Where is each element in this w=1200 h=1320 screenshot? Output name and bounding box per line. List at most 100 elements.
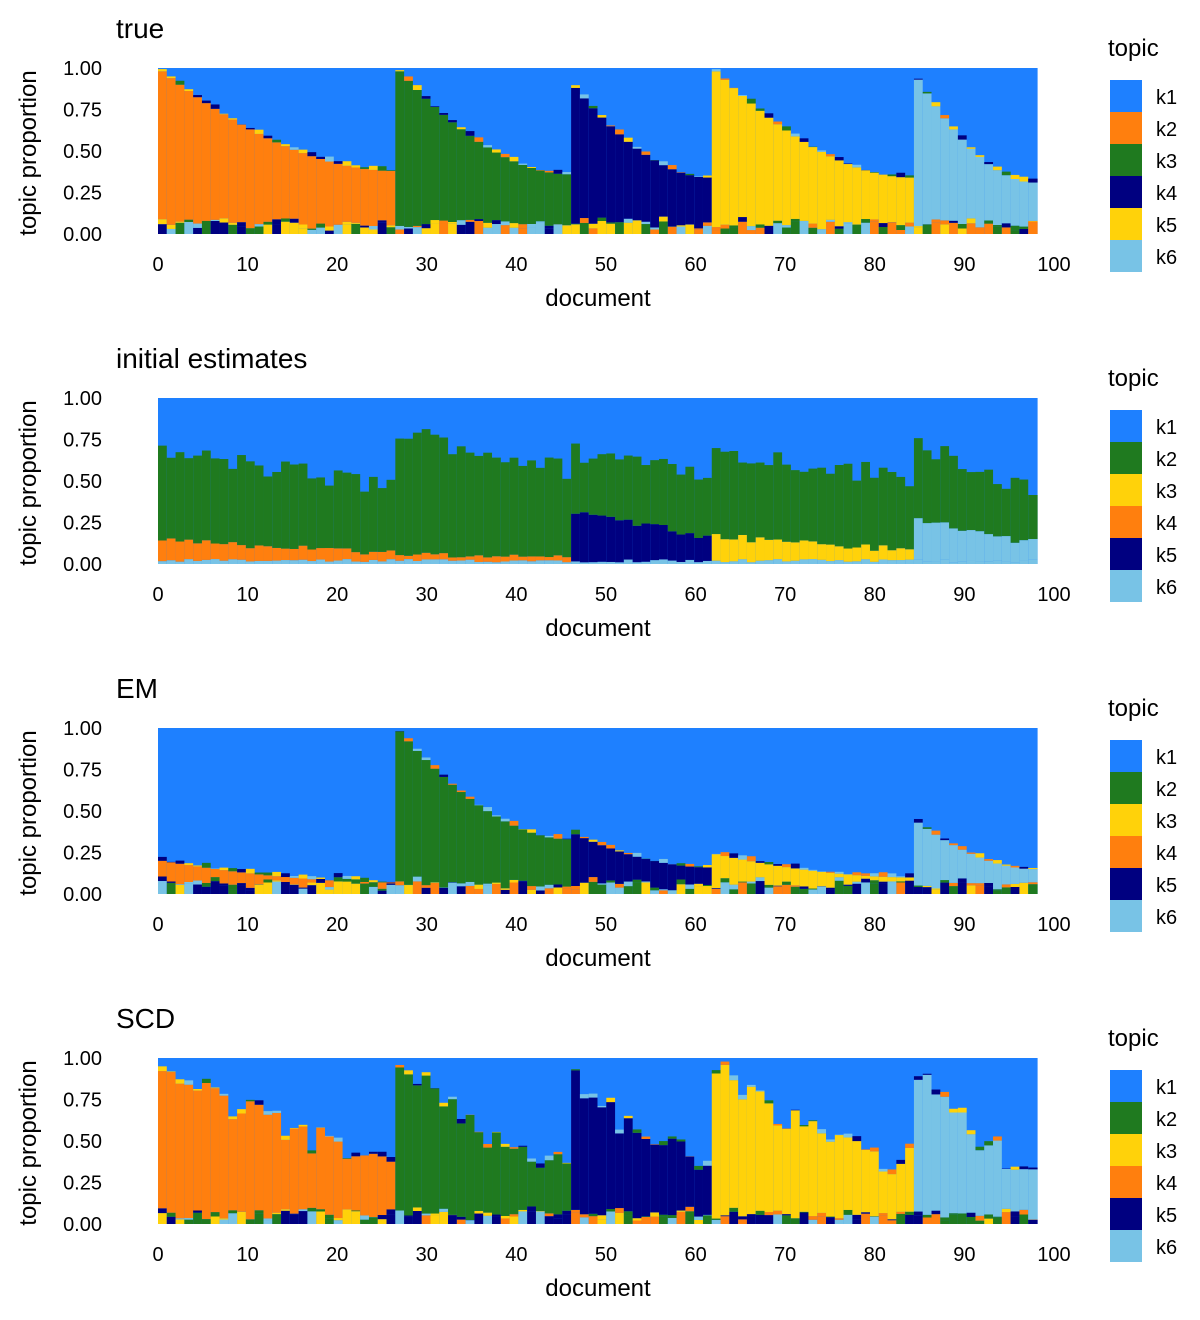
bar-segment xyxy=(368,165,379,170)
x-tick-label: 90 xyxy=(953,584,975,606)
document-bar xyxy=(368,1058,379,1224)
document-bar xyxy=(729,728,739,894)
bar-segment xyxy=(843,884,854,886)
bar-segment xyxy=(843,222,854,224)
legend-swatch xyxy=(1110,240,1142,272)
bar-segment xyxy=(175,80,185,85)
bar-segment xyxy=(535,222,546,234)
bar-segment xyxy=(263,1220,273,1224)
bar-segment xyxy=(834,228,845,234)
bar-segment xyxy=(957,882,968,894)
bar-segment xyxy=(307,1207,317,1212)
bar-segment xyxy=(738,462,748,535)
document-bar xyxy=(773,68,783,234)
bar-segment xyxy=(641,1136,651,1139)
bar-segment xyxy=(975,1146,985,1151)
document-bar xyxy=(869,398,880,564)
bar-segment xyxy=(333,1141,344,1219)
document-bar xyxy=(773,728,783,894)
document-bar xyxy=(377,68,388,234)
bar-segment xyxy=(773,864,783,866)
document-bar xyxy=(790,68,801,234)
bar-segment xyxy=(474,141,484,220)
bar-segment xyxy=(386,170,396,171)
bar-segment xyxy=(210,1212,221,1217)
bar-segment xyxy=(817,544,827,560)
document-bar xyxy=(966,1058,977,1224)
bar-segment xyxy=(790,133,801,137)
document-bar xyxy=(641,398,651,564)
bar-segment xyxy=(456,220,467,225)
document-bar xyxy=(245,728,256,894)
bar-segment xyxy=(799,471,810,541)
bar-segment xyxy=(975,156,985,228)
bar-segment xyxy=(975,531,985,562)
document-bar xyxy=(615,398,625,564)
bar-segment xyxy=(527,167,537,169)
bar-segment xyxy=(817,1216,827,1224)
bar-segment xyxy=(984,534,994,562)
bar-segment-background xyxy=(975,1058,985,1224)
bar-segment xyxy=(333,224,344,234)
document-bar xyxy=(711,398,722,564)
bar-segment xyxy=(175,1218,185,1220)
bar-segment xyxy=(289,147,300,150)
document-bar xyxy=(509,398,519,564)
bar-segment xyxy=(219,218,229,223)
document-bar xyxy=(606,68,616,234)
bar-segment xyxy=(492,562,502,564)
bar-segment-background xyxy=(360,68,370,234)
y-axis-label: topic proportion xyxy=(15,70,42,235)
bar-segment-background xyxy=(869,1058,880,1224)
bar-segment xyxy=(764,539,774,561)
bar-segment xyxy=(439,113,449,115)
bar-segment xyxy=(993,863,1003,890)
document-bar xyxy=(289,1058,300,1224)
bar-segment-background xyxy=(632,728,643,894)
bar-segment-background xyxy=(623,728,634,894)
bar-segment xyxy=(720,562,730,564)
bar-segment xyxy=(1028,220,1038,222)
bar-segment xyxy=(729,1080,739,1208)
bar-segment xyxy=(729,561,739,564)
bar-segment xyxy=(430,768,440,883)
document-bar xyxy=(1010,398,1021,564)
document-bar xyxy=(492,728,502,894)
bar-segment xyxy=(553,560,563,564)
bar-segment xyxy=(922,523,933,562)
bar-segment xyxy=(210,868,221,878)
bar-segment xyxy=(588,1213,599,1217)
bar-segment xyxy=(483,561,493,564)
document-bar xyxy=(843,1058,854,1224)
bar-segment-background xyxy=(325,728,335,894)
bar-segment xyxy=(861,1149,871,1213)
document-bar xyxy=(193,68,203,234)
bar-segment xyxy=(993,860,1003,864)
bar-segment-background xyxy=(518,1058,528,1224)
bar-segment-background xyxy=(667,68,678,234)
bar-segment xyxy=(509,227,519,234)
document-bar xyxy=(1019,68,1029,234)
document-bar xyxy=(263,398,273,564)
bar-segment xyxy=(790,885,801,887)
document-bar xyxy=(219,398,229,564)
document-bar xyxy=(861,398,871,564)
bar-segment xyxy=(245,1219,256,1220)
bar-segment xyxy=(782,130,792,226)
document-bar xyxy=(281,398,291,564)
x-tick-label: 10 xyxy=(236,584,258,606)
y-tick-label: 0.50 xyxy=(63,141,102,163)
bar-segment xyxy=(254,465,265,546)
bar-segment xyxy=(843,463,854,549)
bar-segment xyxy=(289,222,300,234)
legend-item-k6: k6 xyxy=(1110,1230,1177,1262)
bar-segment xyxy=(175,860,185,864)
bar-segment xyxy=(351,1152,361,1157)
document-bar xyxy=(535,398,546,564)
bar-segment xyxy=(949,1108,959,1113)
bar-segment xyxy=(966,883,977,886)
bar-segment-background xyxy=(386,68,396,234)
bar-segment xyxy=(395,1067,405,1211)
bar-segment xyxy=(676,474,686,535)
